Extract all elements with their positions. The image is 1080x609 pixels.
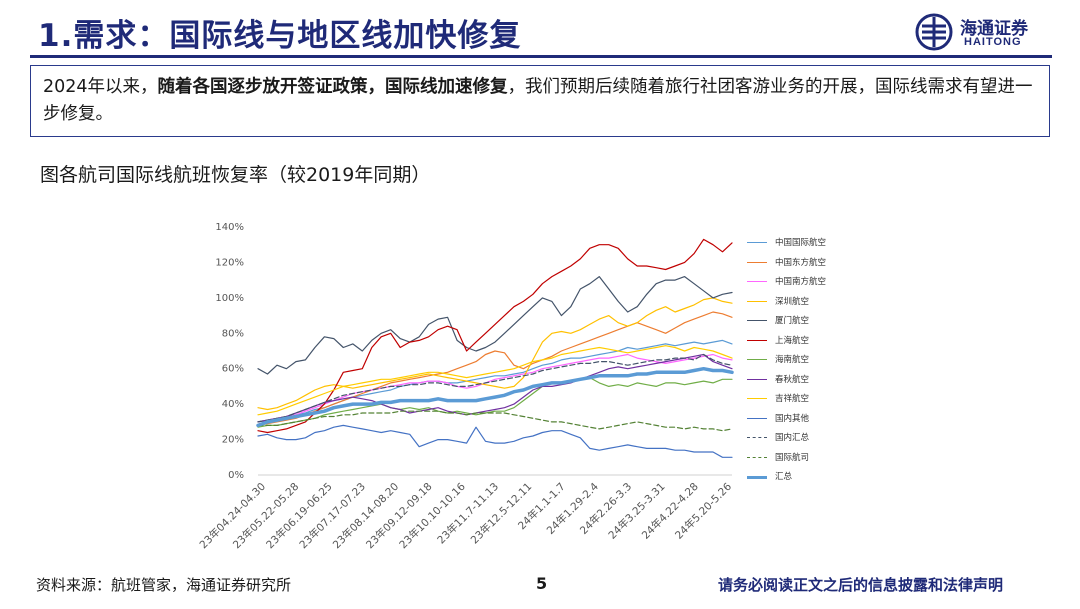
legend-swatch (747, 359, 767, 360)
y-tick-label: 60% (222, 364, 244, 375)
legend-item: 中国南方航空 (745, 273, 875, 293)
x-tick-label: 24年3.25-3.31 (606, 480, 668, 542)
legend-item: 海南航空 (745, 351, 875, 371)
legend-item: 国内其他 (745, 410, 875, 430)
legend-swatch (747, 437, 767, 438)
legend-item: 国内汇总 (745, 429, 875, 449)
series-line-5 (257, 238, 733, 434)
legend-label: 国内汇总 (775, 433, 810, 443)
series-line-12 (256, 366, 734, 428)
legend-item: 春秋航空 (745, 371, 875, 391)
series-line-10 (257, 353, 733, 423)
legend-label: 厦门航空 (775, 316, 810, 326)
legend-label: 中国南方航空 (775, 277, 827, 287)
legend-swatch (747, 242, 767, 243)
y-tick-label: 80% (222, 328, 244, 339)
legend-item: 上海航空 (745, 332, 875, 352)
legend-label: 春秋航空 (775, 374, 810, 385)
legend-label: 中国国际航空 (775, 238, 827, 248)
legend-item: 深圳航空 (745, 293, 875, 313)
legend-label: 上海航空 (775, 335, 810, 346)
legend-item: 中国东方航空 (745, 254, 875, 274)
legend-item: 厦门航空 (745, 312, 875, 332)
series-line-6 (257, 377, 733, 428)
x-tick-label: 24年5.20-5.26 (672, 480, 734, 542)
summary-box: 2024年以来，随着各国逐步放开签证政策，国际线加速修复，我们预期后续随着旅行社… (30, 65, 1050, 137)
disclaimer: 请务必阅读正文之后的信息披露和法律声明 (718, 576, 1004, 594)
legend-label: 国内其他 (775, 413, 810, 424)
legend-swatch (747, 300, 767, 302)
legend-label: 国际航司 (775, 452, 810, 463)
haitong-emblem-icon (915, 13, 953, 51)
legend-swatch (747, 456, 767, 458)
x-tick-label: 23年12.5-12.11 (468, 480, 535, 547)
legend-item: 国际航司 (745, 449, 875, 469)
y-tick-label: 120% (215, 257, 244, 268)
title-divider (30, 55, 1052, 58)
legend-swatch (747, 320, 767, 321)
series-line-3 (257, 297, 733, 411)
legend-label: 汇总 (775, 472, 793, 482)
y-tick-label: 100% (215, 293, 244, 304)
y-tick-label: 0% (228, 470, 244, 481)
series-line-7 (257, 353, 733, 423)
chart-legend: 中国国际航空 中国东方航空 中国南方航空 深圳航空厦门航空上海航空海南航空春秋航空吉祥… (745, 234, 875, 488)
summary-text-1: 2024年以来， (43, 77, 158, 97)
logo-text-en: HAITONG (964, 36, 1022, 48)
legend-item: 汇总 (745, 468, 875, 488)
haitong-logo: 海通证券 HAITONG (914, 12, 1054, 52)
legend-swatch (747, 398, 767, 399)
legend-swatch (747, 261, 767, 263)
series-line-9 (257, 424, 733, 458)
figure-title: 图各航司国际线航班恢复率（较2019年同期） (40, 164, 431, 186)
legend-label: 中国东方航空 (775, 257, 827, 268)
legend-item: 中国国际航空 (745, 234, 875, 254)
page-number: 5 (536, 574, 548, 593)
page-title: 1.需求：国际线与地区线加快修复 (38, 18, 522, 54)
summary-text-bold: 随着各国逐步放开签证政策，国际线加速修复 (157, 77, 508, 97)
logo-text-cn: 海通证券 (960, 19, 1028, 39)
legend-swatch (747, 339, 767, 341)
legend-swatch (747, 378, 767, 380)
legend-label: 吉祥航空 (775, 394, 810, 404)
source-note: 资料来源：航班管家，海通证券研究所 (36, 576, 292, 594)
y-tick-label: 140% (215, 222, 244, 233)
series-line-11 (257, 410, 733, 432)
legend-item: 吉祥航空 (745, 390, 875, 410)
legend-swatch (747, 281, 767, 282)
summary-text-2: ，我们预期后续随着旅行社团客游业务的开展，国际线需求有望进一步修复。 (43, 77, 1033, 124)
series-line-4 (257, 275, 733, 375)
x-tick-label: 24年4.22-4.28 (639, 480, 701, 542)
legend-swatch (747, 417, 767, 419)
series-line-8 (257, 345, 733, 416)
x-tick-label: 23年11.7-11.13 (435, 480, 502, 547)
legend-swatch (747, 476, 767, 479)
legend-label: 海南航空 (775, 355, 810, 365)
series-line-1 (257, 311, 733, 426)
legend-label: 深圳航空 (775, 296, 810, 307)
recovery-rate-line-chart: 0%20%40%60%80%100%120%140%23年04.24-04.30… (197, 222, 734, 551)
y-tick-label: 20% (222, 435, 244, 446)
y-tick-label: 40% (222, 399, 244, 410)
